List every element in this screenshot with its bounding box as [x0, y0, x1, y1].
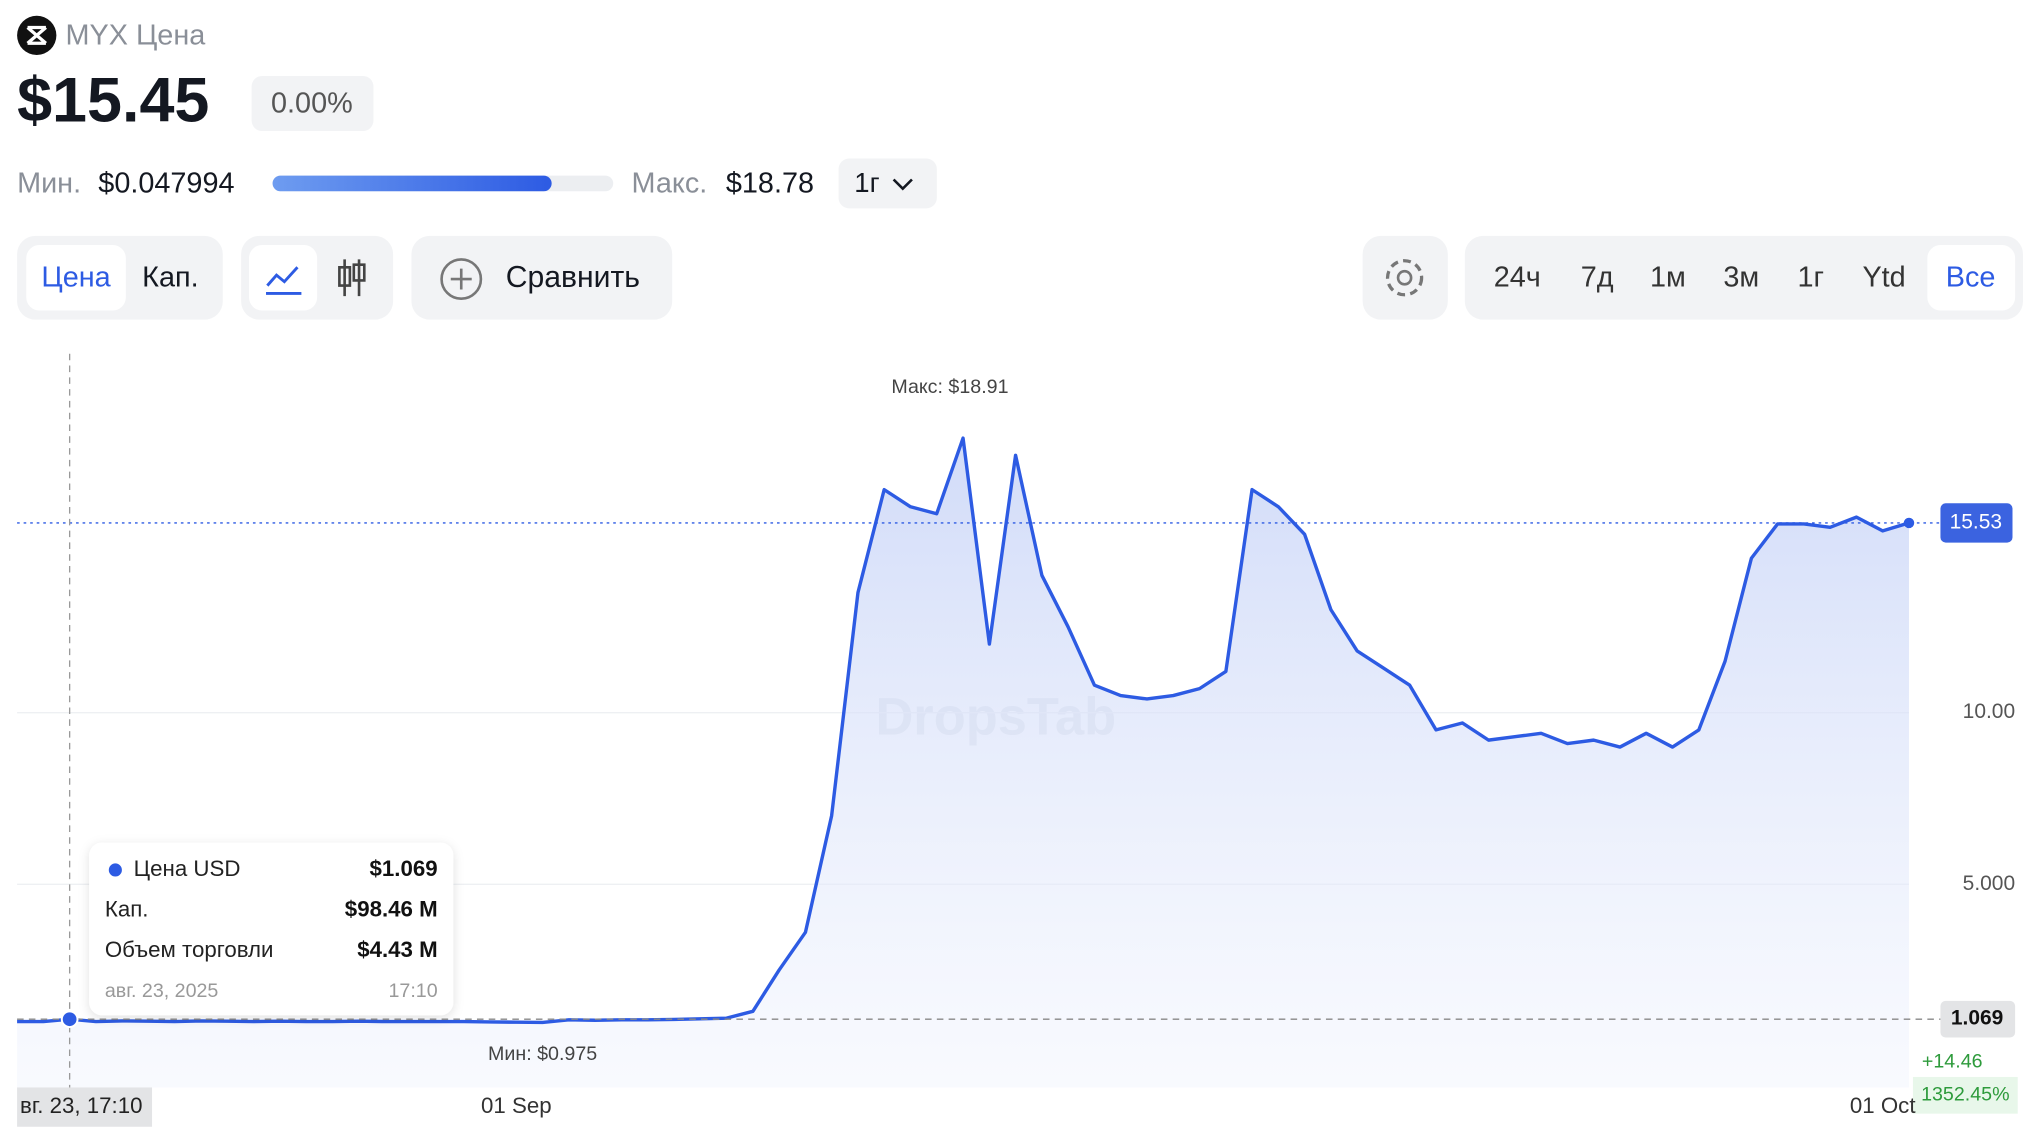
- tab-price[interactable]: Цена: [41, 262, 111, 294]
- tooltip-time: 17:10: [389, 980, 438, 1002]
- tooltip-volume: $4.43 M: [357, 937, 437, 962]
- last-price-dot: [1903, 517, 1915, 529]
- min-label: Мин.: [17, 167, 81, 199]
- crosshair-badge: [1940, 1000, 2016, 1038]
- range-fill: [272, 175, 552, 192]
- range-option[interactable]: 3м: [1723, 262, 1759, 294]
- x-tick-label: 01 Sep: [481, 1093, 552, 1118]
- min-note: Мин: $0.975: [488, 1043, 597, 1065]
- cursor-label: вг. 23, 17:10: [20, 1093, 142, 1118]
- gear: [1385, 259, 1424, 297]
- compare-button[interactable]: [411, 235, 673, 320]
- cursor-badge: [17, 1087, 153, 1127]
- compare[interactable]: Сравнить: [506, 261, 640, 294]
- range-group: [1464, 235, 2023, 320]
- last-price-label: 15.53: [1950, 510, 2002, 533]
- change-abs: +14.46: [1922, 1051, 1983, 1073]
- line-icon: [266, 266, 302, 295]
- crosshair-dot: [60, 1010, 79, 1029]
- plus: [450, 268, 472, 290]
- candle-icon[interactable]: [338, 259, 366, 297]
- plus-circle: [440, 258, 483, 301]
- tooltip-series: Цена USD: [134, 856, 241, 881]
- crosshair-label: 1.069: [1951, 1007, 2003, 1030]
- range-active[interactable]: [1927, 245, 2016, 311]
- range-option[interactable]: 1м: [1650, 262, 1686, 294]
- change-pct: 1352.45%: [1921, 1084, 2009, 1106]
- price: $15.45: [17, 65, 209, 135]
- x-tick-label: 01 Oct: [1850, 1093, 1916, 1118]
- y-tick-label: 10.00: [1963, 700, 2015, 723]
- price-area: [17, 438, 1909, 1088]
- y-tick-label: 5.000: [1963, 872, 2015, 895]
- range-option[interactable]: Все: [1946, 262, 1996, 294]
- range-option[interactable]: 7д: [1581, 262, 1614, 294]
- max-label: Макс.: [632, 167, 708, 199]
- max-note: Макс: $18.91: [891, 376, 1008, 398]
- settings-button[interactable]: [1362, 235, 1448, 320]
- change: 0.00%: [271, 87, 353, 119]
- period-select[interactable]: [838, 158, 937, 209]
- last-price-badge: [1940, 503, 2013, 543]
- tab-cap[interactable]: Кап.: [142, 262, 198, 294]
- range-option[interactable]: 24ч: [1494, 262, 1541, 294]
- gear-center: [1396, 269, 1413, 286]
- min-value: $0.047994: [98, 167, 234, 199]
- tooltip-cap-label: Кап.: [105, 896, 149, 921]
- period: 1г: [854, 167, 879, 198]
- chevron: [892, 178, 913, 191]
- range-option[interactable]: Ytd: [1862, 262, 1905, 294]
- change-badge: [251, 75, 374, 132]
- logo-mark: [26, 25, 47, 45]
- range-option[interactable]: 1г: [1797, 262, 1824, 294]
- line-button[interactable]: [248, 245, 318, 311]
- tooltip-date: авг. 23, 2025: [105, 980, 219, 1002]
- tooltip: [89, 842, 454, 1016]
- change-bg: [1912, 1076, 2018, 1114]
- tooltip-volume-label: Объем торговли: [105, 937, 274, 962]
- coin-name: MYX Цена: [66, 19, 207, 51]
- price-line: [17, 436, 1910, 1025]
- tooltip-price: $1.069: [370, 856, 438, 881]
- tab-active[interactable]: [26, 245, 126, 311]
- max-value: $18.78: [726, 167, 814, 199]
- tooltip-dot: [108, 863, 122, 877]
- tooltip-cap: $98.46 M: [345, 896, 438, 921]
